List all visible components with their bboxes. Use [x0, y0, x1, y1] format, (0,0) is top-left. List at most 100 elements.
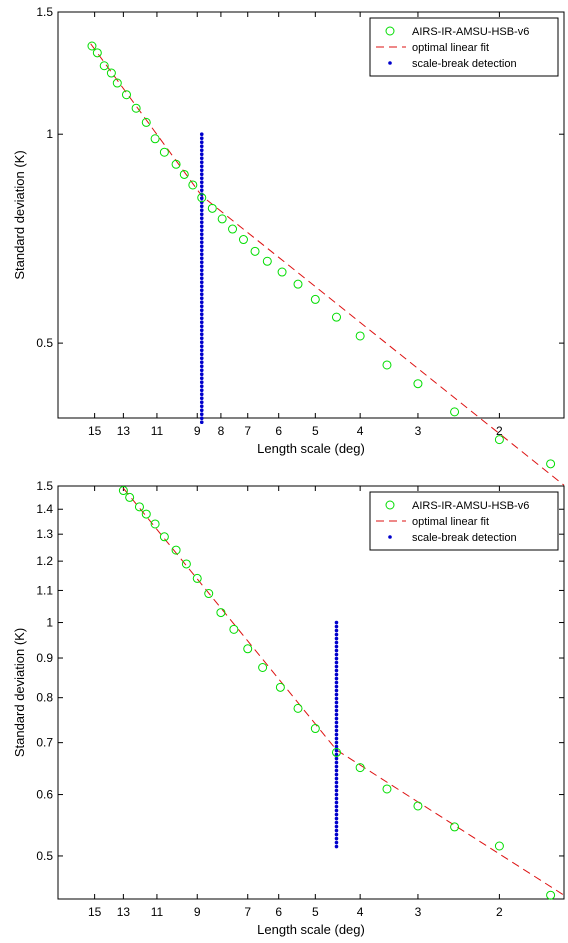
scale-break-dot [334, 744, 339, 749]
data-point [310, 294, 320, 304]
scale-break-dot [199, 408, 204, 413]
data-point [92, 48, 102, 58]
x-tick-label: 6 [275, 424, 282, 438]
data-point [450, 407, 460, 417]
y-tick-label: 1.5 [36, 479, 53, 493]
data-point [125, 492, 135, 502]
chart-panel-1: 15 13 11 9 8 7 6 5 4 3 2 1.5 1 0.5 Length scale (deg) S… [12, 5, 565, 486]
y-tick-label: 0.9 [36, 651, 53, 665]
data-point [150, 134, 160, 144]
scale-break-dot [199, 336, 204, 341]
scale-break-dot [334, 660, 339, 665]
x-tick-label: 6 [275, 905, 282, 919]
x-tick-label: 7 [244, 905, 251, 919]
scale-break-dot [334, 812, 339, 817]
data-point [171, 159, 181, 169]
scale-break-dot [334, 828, 339, 833]
scale-break-dot [334, 628, 339, 633]
scale-break-dot [334, 736, 339, 741]
scale-break-dot [199, 344, 204, 349]
scale-break-dot [334, 712, 339, 717]
data-point [546, 459, 556, 469]
data-point [141, 117, 151, 127]
scale-break-dot [199, 288, 204, 293]
y-tick-label: 1.3 [36, 527, 53, 541]
scale-break-dot [199, 148, 204, 153]
scale-break-dot [199, 316, 204, 321]
y-tick-label: 0.5 [36, 849, 53, 863]
scale-break-dot [199, 352, 204, 357]
scale-break-dot [199, 324, 204, 329]
scale-break-dot [334, 716, 339, 721]
data-point [546, 890, 556, 900]
data-point [277, 267, 287, 277]
scale-break-dot [199, 196, 204, 201]
legend-label: optimal linear fit [412, 42, 489, 54]
scale-break-dot [334, 680, 339, 685]
scale-break-dot [199, 296, 204, 301]
y-tick-label: 1.2 [36, 554, 53, 568]
scale-break-dot [199, 140, 204, 145]
x-tick-label: 13 [117, 905, 131, 919]
x-tick-label: 4 [357, 424, 364, 438]
scale-break-dot [334, 760, 339, 765]
scale-break-dot [199, 164, 204, 169]
scale-break-dot [199, 264, 204, 269]
data-point [192, 573, 202, 583]
x-tick-label: 5 [312, 424, 319, 438]
scale-break-dot [199, 252, 204, 257]
scale-break-dot [334, 664, 339, 669]
data-point [197, 193, 207, 203]
x-tick-label: 3 [415, 905, 422, 919]
scale-break-dot [199, 180, 204, 185]
y-tick-label: 0.6 [36, 788, 53, 802]
data-point [355, 331, 365, 341]
data-point [121, 90, 131, 100]
scale-break-dot [199, 132, 204, 137]
scale-break-dot [199, 276, 204, 281]
scale-break-dot [199, 144, 204, 149]
scale-break-dot [334, 624, 339, 629]
data-point [413, 801, 423, 811]
scale-break-dot [334, 824, 339, 829]
chart-panel-2: 15 13 11 9 7 6 5 4 3 2 1.5 1.4 1.3 1.2 1.1 1 0.9 0.8 0.7 0.… [12, 479, 565, 937]
scale-break-dot [199, 260, 204, 265]
data-point [382, 360, 392, 370]
scale-break-dot [334, 836, 339, 841]
x-tick-label: 15 [88, 905, 102, 919]
scale-break-dot [334, 632, 339, 637]
scale-break-dot [334, 732, 339, 737]
scale-break-dot [334, 672, 339, 677]
x-tick-label: 15 [88, 424, 102, 438]
data-point [216, 608, 226, 618]
legend-box [369, 491, 559, 551]
data-point [159, 532, 169, 542]
scale-break-dot [199, 292, 204, 297]
legend: AIRS-IR-AMSU-HSB-v6 optimal linear fit sca… [369, 17, 559, 77]
scale-break-dot [334, 748, 339, 753]
y-axis-label: Standard deviation (K) [12, 150, 27, 279]
scale-break-dot [199, 360, 204, 365]
scale-break-dot [199, 420, 204, 425]
scale-break-dot [334, 688, 339, 693]
legend-label: AIRS-IR-AMSU-HSB-v6 [412, 500, 529, 512]
data-point [99, 61, 109, 71]
data-point [310, 724, 320, 734]
data-point [159, 147, 169, 157]
data-point [275, 682, 285, 692]
scale-break-dot [334, 780, 339, 785]
scale-break-dot [334, 644, 339, 649]
x-tick-label: 11 [151, 424, 164, 438]
plot-frame [57, 11, 565, 419]
scale-break-dot [199, 396, 204, 401]
scale-break-dot [199, 160, 204, 165]
scale-break-dot [199, 204, 204, 209]
scale-break-dot [334, 800, 339, 805]
scale-break-dot [334, 700, 339, 705]
scale-break-dot [199, 136, 204, 141]
x-tick-label: 2 [496, 424, 503, 438]
scale-break-dot [199, 320, 204, 325]
data-point [141, 509, 151, 519]
scale-break-dot [334, 840, 339, 845]
data-point [293, 279, 303, 289]
